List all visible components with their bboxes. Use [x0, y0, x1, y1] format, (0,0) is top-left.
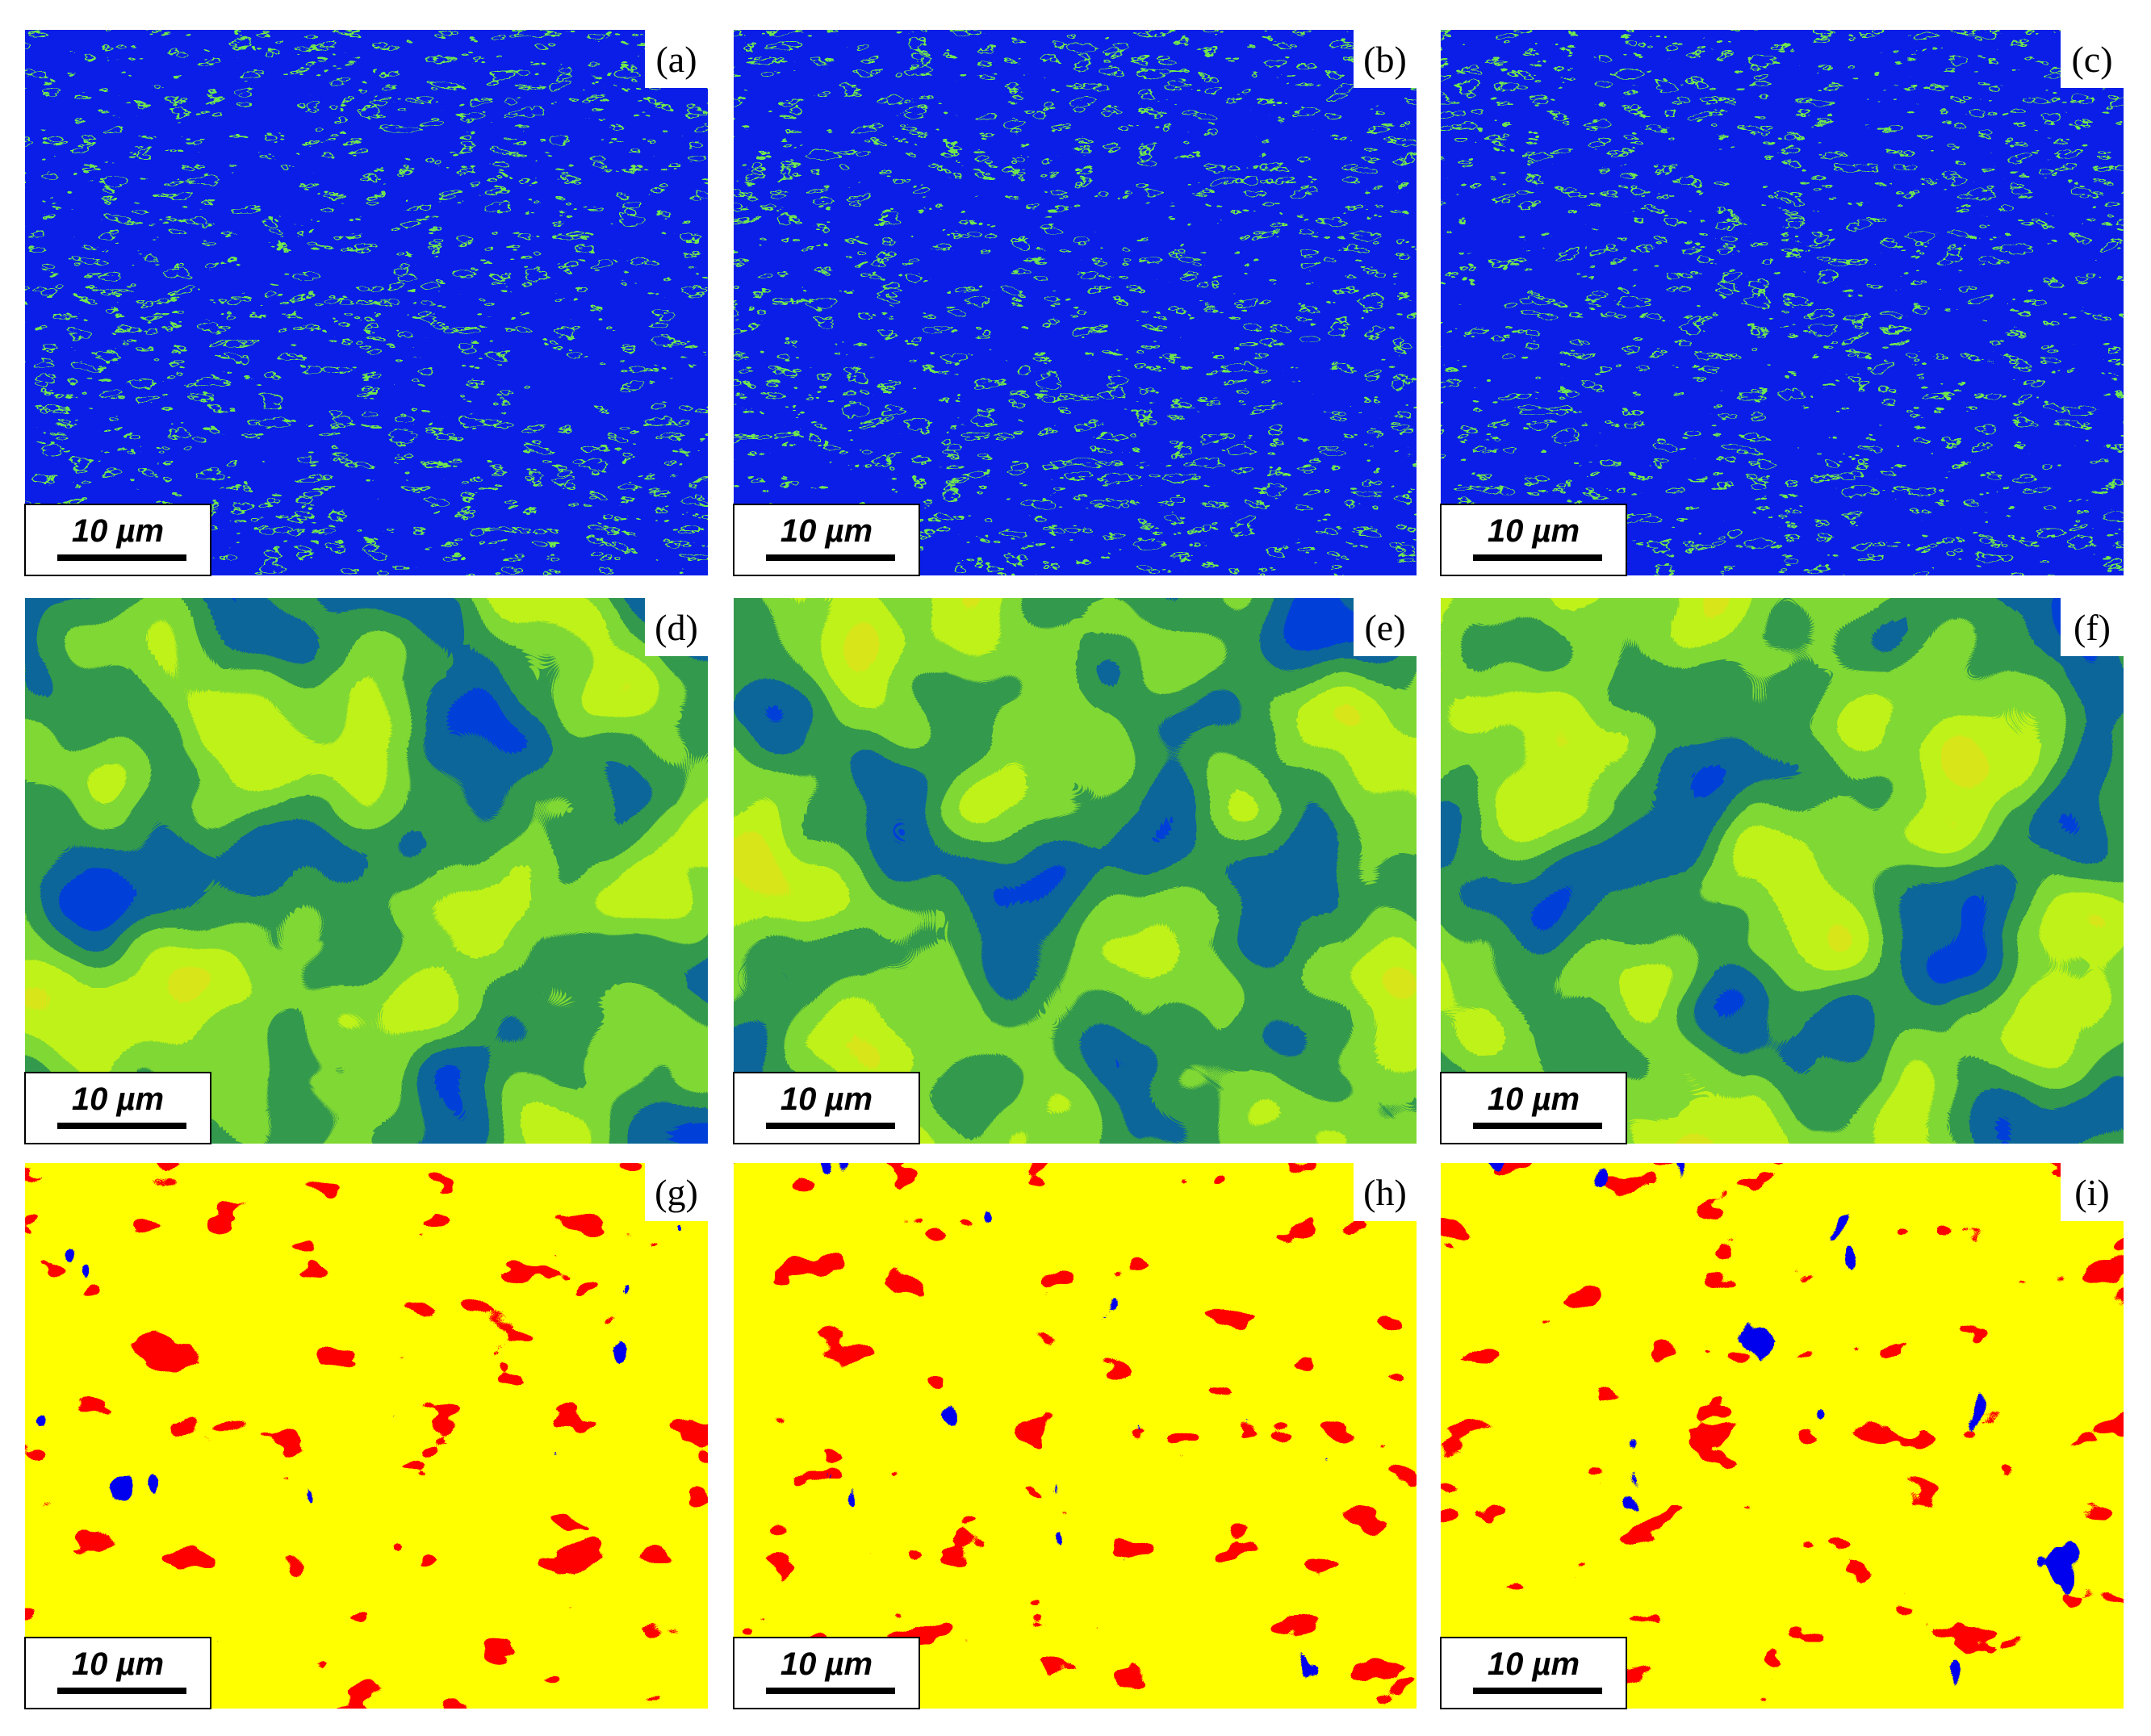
micrograph: [1441, 30, 2124, 575]
label-box: [1354, 30, 1417, 88]
label-box: [645, 30, 708, 88]
scale-bar-box: [24, 1072, 211, 1144]
micrograph: [25, 598, 708, 1144]
scale-bar-box: [24, 504, 211, 576]
scale-bar-text: 10 µm: [72, 513, 164, 549]
panel: (i) 10 µm: [1440, 1163, 2124, 1709]
panel-label: (d): [655, 607, 698, 648]
micrograph: [25, 1163, 708, 1709]
label-box: [1354, 598, 1417, 656]
panel: (f) 10 µm: [1440, 598, 2124, 1144]
panel-label: (i): [2074, 1172, 2109, 1213]
panel-label: (b): [1363, 39, 1407, 80]
micrograph: [734, 30, 1417, 575]
scale-bar-box: [1440, 1637, 1627, 1709]
scale-bar-box: [24, 1637, 211, 1709]
scale-bar-text: 10 µm: [72, 1646, 164, 1682]
panel-label: (g): [655, 1172, 698, 1213]
panel-label: (a): [655, 39, 697, 80]
panel: (g) 10 µm: [24, 1163, 708, 1709]
micrograph: [25, 30, 708, 575]
scale-bar-text: 10 µm: [1488, 1646, 1580, 1682]
scale-bar-box: [1440, 1072, 1627, 1144]
panel: (c) 10 µm: [1440, 30, 2124, 576]
scale-bar-text: 10 µm: [780, 1081, 873, 1117]
panel-label: (h): [1363, 1172, 1407, 1213]
label-box: [2061, 1163, 2124, 1221]
micrograph: [734, 598, 1417, 1144]
label-box: [645, 1163, 708, 1221]
micrograph: [734, 1163, 1417, 1709]
panel: (e) 10 µm: [733, 598, 1417, 1144]
scale-bar-text: 10 µm: [1488, 1081, 1580, 1117]
micrograph: [1441, 598, 2124, 1144]
panel: (d) 10 µm: [24, 598, 708, 1144]
panel: (a) 10 µm: [24, 30, 708, 576]
scale-bar-box: [1440, 504, 1627, 576]
scale-bar-text: 10 µm: [1488, 513, 1580, 549]
panel-label: (c): [2071, 39, 2112, 80]
label-box: [2061, 30, 2124, 88]
panel: (h) 10 µm: [733, 1163, 1417, 1709]
scale-bar-text: 10 µm: [780, 1646, 873, 1682]
scale-bar-box: [733, 1072, 920, 1144]
scale-bar-text: 10 µm: [780, 513, 873, 549]
scale-bar-box: [733, 1637, 920, 1709]
micrograph: [1441, 1163, 2124, 1709]
label-box: [645, 598, 708, 656]
scale-bar-text: 10 µm: [72, 1081, 164, 1117]
scale-bar-box: [733, 504, 920, 576]
panel-label: (e): [1364, 607, 1405, 648]
label-box: [1354, 1163, 1417, 1221]
panel: (b) 10 µm: [733, 30, 1417, 576]
panel-label: (f): [2074, 607, 2111, 648]
label-box: [2061, 598, 2124, 656]
